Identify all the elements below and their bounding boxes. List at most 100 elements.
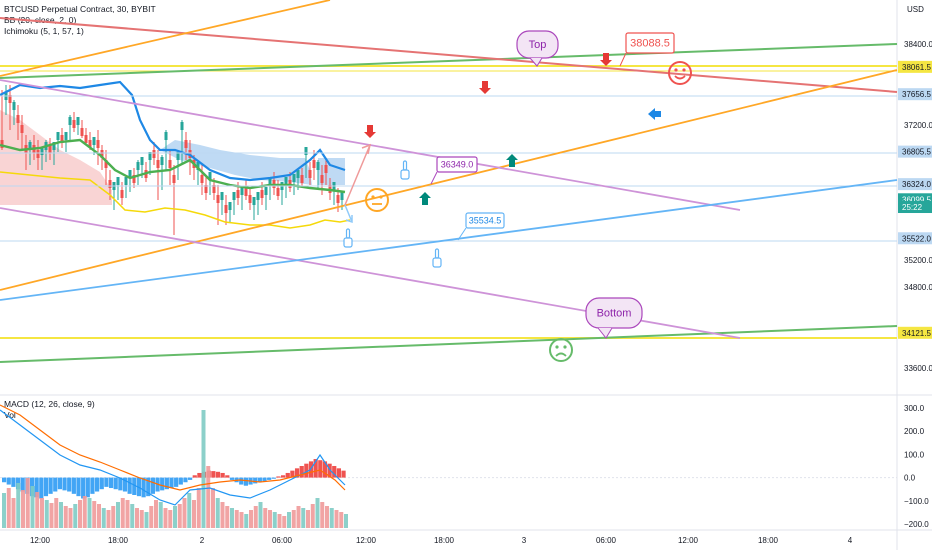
macd-histogram-bar — [43, 477, 49, 497]
macd-histogram-bar — [257, 477, 262, 483]
ichimoku-kijun-line — [0, 171, 351, 229]
macd-histogram-bar — [164, 477, 169, 490]
time-tick-label: 06:00 — [596, 536, 617, 545]
price-tags: 38061.5 37656.5 36805.5 36324.0 36099.525:22… — [898, 60, 932, 339]
candle-body — [284, 177, 288, 185]
time-tick-label: 4 — [848, 536, 853, 545]
macd-histogram-bar — [174, 477, 179, 487]
macd-histogram-bar — [122, 477, 128, 492]
price-axis[interactable]: 38400.0 37200.0 35200.0 34800.0 33600.0 — [904, 40, 932, 373]
candle-body — [76, 117, 80, 125]
volume-bar — [25, 478, 30, 528]
neutral-face-icon — [365, 188, 389, 212]
legend-ichimoku[interactable]: Ichimoku (5, 1, 57, 1) — [4, 26, 84, 36]
projection-arrow-down — [344, 204, 353, 224]
happy-face-icon-eye — [682, 68, 686, 72]
volume-bar — [282, 516, 287, 528]
candle-body — [292, 174, 296, 182]
volume-bar — [310, 504, 315, 528]
candle-body — [80, 128, 84, 136]
sad-face-icon-eye — [555, 345, 559, 349]
macd-histogram-bar — [322, 461, 328, 478]
price-pane[interactable] — [0, 80, 351, 235]
macd-histogram-bar — [262, 477, 267, 482]
trend-line-blue — [0, 179, 898, 301]
candle-body — [180, 122, 184, 130]
volume-bar — [220, 502, 225, 528]
candle-body — [296, 170, 300, 178]
volume-bar — [196, 488, 201, 528]
trend-line-red — [0, 17, 898, 93]
pointing-hand-icon — [432, 257, 442, 268]
legend-symbol[interactable]: BTCUSD Perpetual Contract, 30, BYBIT — [4, 4, 156, 14]
volume-bar — [158, 502, 163, 528]
volume-bar — [230, 508, 234, 528]
sad-face-icon — [549, 338, 573, 362]
price-tag-label: 25:22 — [902, 203, 923, 212]
macd-histogram-bar — [318, 460, 323, 478]
macd-histogram-bar — [2, 477, 7, 483]
callout-36349-leader — [430, 171, 438, 185]
volume-bar — [277, 514, 282, 528]
volume-bar — [206, 466, 211, 528]
macd-tick-label: 0.0 — [904, 474, 916, 483]
price-tick-label: 38400.0 — [904, 40, 932, 49]
legend-bb[interactable]: BB (20, close, 2, 0) — [4, 15, 77, 25]
volume-bar — [211, 488, 215, 528]
candle-body — [220, 192, 224, 200]
candle-body — [160, 157, 164, 165]
macd-histogram-bar — [57, 477, 62, 490]
volume-bar — [144, 512, 149, 528]
price-tag-label: 37656.5 — [902, 90, 931, 99]
price-tag — [898, 88, 932, 101]
macd-histogram-bar — [336, 468, 341, 478]
legend-macd[interactable]: MACD (12, 26, close, 9) — [4, 399, 95, 409]
price-tag — [898, 178, 932, 191]
volume-bar — [334, 510, 339, 528]
candle-body — [132, 175, 136, 183]
chart-legend-macd: MACD (12, 26, close, 9) Vol — [4, 399, 95, 421]
time-tick-label: 18:00 — [758, 536, 779, 545]
callout-top-pointer — [529, 57, 543, 67]
macd-tick-label: −100.0 — [904, 497, 929, 506]
price-tag-label: 36324.0 — [902, 180, 931, 189]
callout-price-38088 — [625, 32, 675, 54]
macd-histogram-bar — [220, 472, 225, 478]
candle-body — [84, 135, 88, 143]
candle-body — [176, 152, 180, 160]
macd-histogram-bar — [76, 477, 81, 497]
volume-bar — [149, 506, 154, 528]
price-tag — [898, 145, 932, 158]
macd-axis[interactable]: 300.0 200.0 100.0 0.0 −100.0 −200.0 — [904, 404, 929, 529]
macd-histogram-bar — [267, 477, 272, 480]
price-tag-label: 36099.5 — [902, 195, 931, 204]
macd-pane[interactable] — [0, 404, 897, 528]
volume-bar — [82, 496, 87, 528]
candle-body — [320, 175, 324, 183]
volume-bar — [44, 500, 49, 528]
volume-bar — [68, 508, 73, 528]
macd-histogram-bar — [294, 468, 300, 478]
arrow-left-icon — [648, 108, 661, 120]
volume-bar — [92, 501, 97, 528]
price-tag — [898, 201, 932, 214]
time-axis[interactable]: 12:00 18:00 2 06:00 12:00 18:00 3 06:00 12:00 18:… — [30, 536, 853, 545]
candle-body — [152, 150, 156, 158]
macd-histogram-bar — [253, 477, 258, 484]
macd-line — [0, 409, 346, 506]
happy-face-icon — [668, 61, 692, 85]
legend-vol[interactable]: Vol — [4, 410, 16, 420]
volume-bar — [59, 502, 63, 528]
candle-body — [224, 205, 228, 213]
candle-body — [100, 150, 104, 158]
candle-body — [268, 177, 272, 185]
time-tick-label: 2 — [200, 536, 205, 545]
candle-body — [0, 140, 4, 148]
trend-line-green-bottom — [0, 325, 898, 363]
macd-histogram-bar — [90, 477, 95, 494]
volume-bar — [239, 512, 244, 528]
volume-bar — [78, 500, 82, 528]
candle-body — [264, 187, 268, 195]
macd-histogram-bar — [239, 477, 244, 485]
